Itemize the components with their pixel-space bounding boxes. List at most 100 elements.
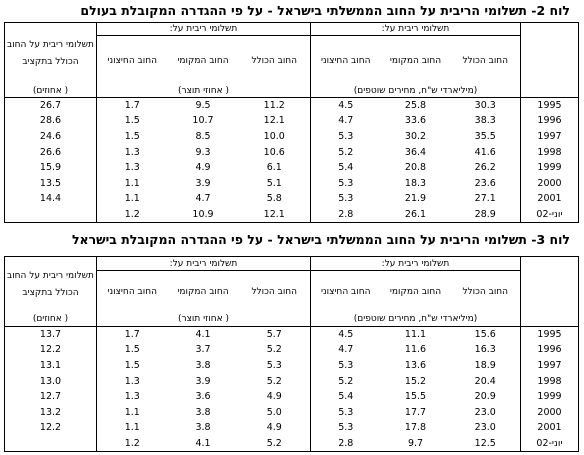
- value-cell: 15.9: [39, 162, 62, 174]
- value-cell: 30.3: [474, 100, 496, 112]
- header-row: תשלומי ריבית על: תשלומי ריבית על: תשלומי ר…: [5, 22, 579, 98]
- value-cell: 18.9: [474, 359, 496, 371]
- data-row: יוני-02 28.9 26.1 2.8 12.1 10.9 1.2: [5, 206, 579, 223]
- value-cell: 24.6: [39, 130, 62, 142]
- column-header: החוב החיצוני: [310, 35, 381, 86]
- unit-row: (מיליארדי ש"ח, מחירים שוטפים)( אחוזי תוצ…: [4, 85, 579, 98]
- year-cell: יוני-02: [520, 206, 579, 223]
- data-row: 2000 23.6 18.3 5.3 5.1 3.9 1.1 13.5: [5, 175, 579, 192]
- value-cell: 1.5: [96, 357, 168, 374]
- column-header: החוב הכולל: [251, 55, 298, 66]
- value-cell: 41.6: [474, 146, 496, 158]
- value-cell: 1.1: [96, 175, 168, 192]
- unit-label: (מיליארדי ש"ח, מחירים שוטפים): [310, 85, 521, 98]
- value-cell: 3.8: [195, 406, 211, 418]
- value-cell: 5.2: [310, 373, 381, 389]
- year-cell: 1996: [520, 342, 579, 358]
- value-cell: 1.5: [96, 128, 168, 145]
- data-table: תשלומי ריבית על: תשלומי ריבית על: תשלומי ר…: [4, 256, 579, 452]
- value-cell: 25.8: [404, 100, 427, 112]
- value-cell: 4.9: [266, 391, 282, 403]
- data-row: יוני-02 12.5 9.7 2.8 5.2 4.1 1.2: [5, 435, 579, 452]
- header-row: החוב הכולל החוב המקומי החוב החיצוני החוב הכ…: [5, 270, 579, 313]
- value-cell: 23.0: [474, 406, 496, 418]
- data-row: 2000 23.0 17.7 5.3 5.0 3.8 1.1 13.2: [5, 404, 579, 421]
- value-cell: 10.0: [263, 130, 285, 142]
- year-cell: 1999: [520, 388, 579, 405]
- column-header: החוב המקומי: [389, 55, 442, 66]
- value-cell: 1.7: [96, 326, 168, 343]
- data-row: 2001 27.1 21.9 5.3 5.8 4.7 1.1 14.4: [5, 191, 579, 207]
- value-cell: 5.3: [266, 359, 282, 371]
- table-title: לוח 2- תשלומי הריבית על החוב הממשלתי ביש…: [80, 3, 570, 18]
- value-cell: 5.2: [266, 344, 282, 356]
- value-cell: 35.5: [474, 130, 496, 142]
- value-cell: 26.2: [474, 162, 496, 174]
- year-cell: 2001: [520, 191, 579, 207]
- year-header: [520, 256, 579, 327]
- value-cell: 15.2: [404, 375, 427, 387]
- value-cell: 27.1: [474, 193, 496, 205]
- data-row: 1999 20.9 15.5 5.4 4.9 3.6 1.3 12.7: [5, 388, 579, 405]
- value-cell: 20.8: [404, 162, 427, 174]
- value-cell: 5.4: [310, 388, 381, 405]
- year-header: [520, 22, 579, 98]
- value-cell: 9.3: [195, 146, 211, 158]
- unit-label: ( אחוזים): [4, 85, 97, 98]
- value-cell: 4.5: [310, 97, 381, 114]
- year-cell: 1998: [520, 373, 579, 389]
- group-header: תשלומי ריבית על:: [310, 22, 521, 36]
- data-row: 1999 26.2 20.8 5.4 6.1 4.9 1.3 15.9: [5, 159, 579, 176]
- value-cell: 1.2: [96, 435, 168, 452]
- value-cell: 1.1: [96, 404, 168, 421]
- value-cell: 20.4: [474, 375, 496, 387]
- value-cell: 10.6: [263, 146, 285, 158]
- value-cell: 5.0: [266, 406, 282, 418]
- value-cell: 5.3: [310, 175, 381, 192]
- value-cell: 11.2: [263, 100, 285, 112]
- value-cell: 3.9: [195, 177, 211, 189]
- value-cell: 5.3: [310, 404, 381, 421]
- value-cell: 12.2: [39, 344, 62, 356]
- value-cell: 5.4: [310, 159, 381, 176]
- value-cell: 1.3: [96, 144, 168, 160]
- value-cell: 5.3: [310, 420, 381, 436]
- value-cell: 4.7: [310, 113, 381, 129]
- value-cell: 12.7: [39, 391, 62, 403]
- value-cell: 13.6: [404, 359, 427, 371]
- value-cell: 10.7: [192, 115, 214, 127]
- value-cell: 5.2: [266, 375, 282, 387]
- value-cell: 28.6: [39, 115, 62, 127]
- value-cell: 1.5: [96, 342, 168, 358]
- value-cell: 9.5: [195, 100, 211, 112]
- value-cell: 1.2: [96, 206, 168, 223]
- value-cell: 4.9: [266, 422, 282, 434]
- value-cell: 5.2: [266, 437, 282, 449]
- value-cell: 11.1: [404, 329, 427, 341]
- value-cell: 1.7: [96, 97, 168, 114]
- value-cell: 1.1: [96, 420, 168, 436]
- data-row: 1996 16.3 11.6 4.7 5.2 3.7 1.5 12.2: [5, 342, 579, 358]
- unit-row: (מיליארדי ש"ח, מחירים שוטפים)( אחוזי תוצ…: [4, 312, 579, 327]
- value-cell: 15.6: [474, 329, 496, 341]
- value-cell: 6.1: [266, 162, 282, 174]
- value-cell: 3.9: [195, 375, 211, 387]
- column-header: החוב הכולל: [462, 286, 509, 297]
- value-cell: 21.9: [404, 193, 427, 205]
- year-cell: 2000: [520, 404, 579, 421]
- value-cell: 36.4: [404, 146, 427, 158]
- unit-label: (מיליארדי ש"ח, מחירים שוטפים): [310, 312, 521, 327]
- value-cell: 10.9: [192, 208, 214, 220]
- value-cell: 1.1: [96, 191, 168, 207]
- value-cell: 2.8: [310, 435, 381, 452]
- value-cell: 26.1: [404, 208, 427, 220]
- value-cell: 13.0: [39, 375, 62, 387]
- value-cell: 14.4: [39, 193, 62, 205]
- value-cell: 5.8: [266, 193, 282, 205]
- value-cell: 18.3: [404, 177, 427, 189]
- value-cell: 2.8: [310, 206, 381, 223]
- value-cell: [5, 207, 97, 223]
- column-header: החוב החיצוני: [310, 270, 381, 313]
- data-table: תשלומי ריבית על: תשלומי ריבית על: תשלומי ר…: [4, 22, 579, 223]
